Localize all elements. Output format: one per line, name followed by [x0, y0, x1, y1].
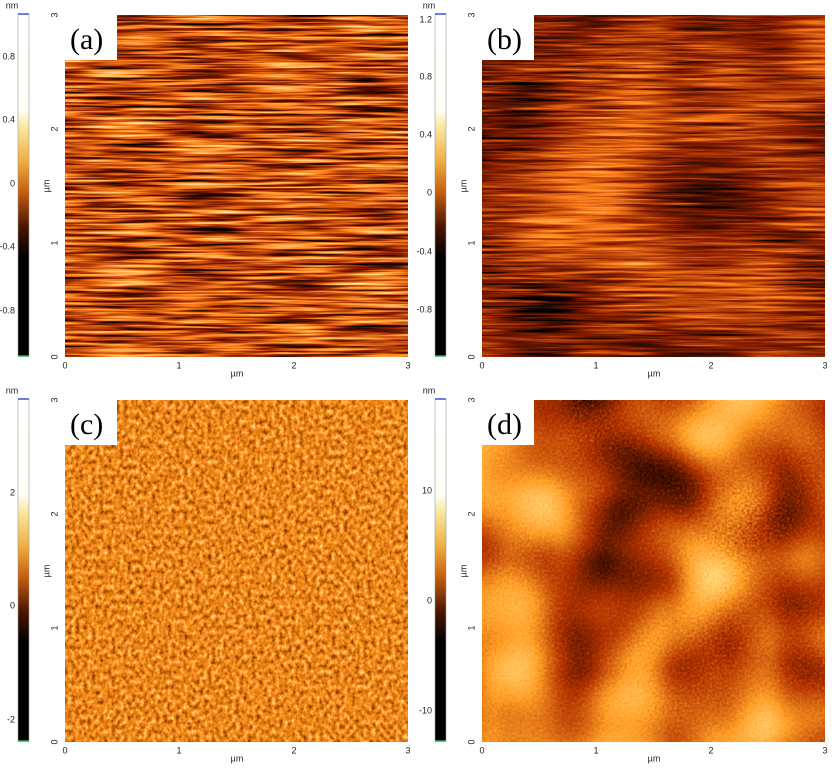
panel-label: (c) — [70, 408, 103, 441]
y-tick-label: 2 — [466, 126, 476, 131]
x-tick-label: 0 — [62, 745, 67, 755]
colorbar-tick-label: 0 — [427, 595, 432, 605]
y-axis-unit: µm — [41, 180, 51, 193]
afm-image — [65, 15, 408, 357]
label-box — [65, 15, 117, 60]
y-tick-label: 3 — [466, 397, 476, 402]
x-tick-label: 3 — [822, 360, 827, 370]
colorbar-tick-label: -10 — [419, 705, 432, 715]
colorbar-tick-label: -0.8 — [416, 304, 432, 314]
colorbar-tick-label: 0.8 — [419, 71, 432, 81]
y-tick-label: 0 — [49, 354, 59, 359]
colorbar-tick-label: -2 — [7, 714, 15, 724]
colorbar-tick-label: 0.4 — [419, 129, 432, 139]
panel-label: (a) — [70, 23, 103, 56]
y-axis-unit: µm — [41, 565, 51, 578]
panel-label: (d) — [487, 408, 522, 441]
y-tick-label: 3 — [49, 397, 59, 402]
colorbar-tick-label: 0 — [10, 178, 15, 188]
colorbar-tick-label: -0.8 — [0, 305, 15, 315]
colorbar-tick-label: 0 — [427, 187, 432, 197]
colorbar-tick-label: -0.4 — [0, 241, 15, 251]
colorbar — [434, 398, 447, 742]
colorbar-tick-label: 2 — [10, 487, 15, 497]
y-axis-unit: µm — [458, 565, 468, 578]
x-tick-label: 0 — [479, 360, 484, 370]
x-tick-label: 2 — [291, 360, 296, 370]
label-box — [482, 400, 534, 445]
label-box — [482, 15, 534, 60]
colorbar — [17, 13, 30, 357]
colorbar-tick-label: -0.4 — [416, 246, 432, 256]
x-tick-label: 0 — [479, 745, 484, 755]
x-tick-label: 1 — [593, 360, 598, 370]
y-tick-label: 2 — [466, 511, 476, 516]
x-tick-label: 2 — [708, 360, 713, 370]
x-tick-label: 3 — [822, 745, 827, 755]
x-axis-unit: µm — [648, 753, 661, 763]
colorbar-unit: nm — [423, 0, 436, 10]
colorbar-tick-label: 1.2 — [419, 14, 432, 24]
x-tick-label: 2 — [708, 745, 713, 755]
y-tick-label: 3 — [466, 12, 476, 17]
y-axis-unit: µm — [458, 180, 468, 193]
colorbar-tick-label: 0.8 — [2, 51, 15, 61]
colorbar-tick-label: 0 — [10, 600, 15, 610]
x-axis-unit: µm — [231, 368, 244, 378]
y-tick-label: 0 — [49, 739, 59, 744]
x-tick-label: 1 — [593, 745, 598, 755]
colorbar-tick-label: 0.4 — [2, 114, 15, 124]
y-tick-label: 0 — [466, 739, 476, 744]
y-tick-label: 1 — [49, 625, 59, 630]
x-tick-label: 2 — [291, 745, 296, 755]
x-tick-label: 1 — [176, 360, 181, 370]
afm-image — [482, 400, 825, 742]
x-tick-label: 1 — [176, 745, 181, 755]
y-tick-label: 1 — [49, 240, 59, 245]
panel: nm 0.8 0.4 0 -0.4 -0.8 (a) 0 1 2 3 µm 0 1 2 3 µm — [0, 0, 411, 378]
panel-label: (b) — [487, 23, 522, 56]
x-axis-unit: µm — [648, 368, 661, 378]
colorbar-unit: nm — [423, 385, 436, 395]
afm-image — [482, 15, 825, 357]
y-tick-label: 2 — [49, 511, 59, 516]
x-tick-label: 0 — [62, 360, 67, 370]
y-tick-label: 1 — [466, 240, 476, 245]
afm-image — [65, 400, 408, 742]
x-tick-label: 3 — [405, 745, 410, 755]
panel: nm 10 0 -10 (d) 0 1 2 3 µm 0 1 2 3 µm — [419, 385, 828, 763]
panel: nm 1.2 0.8 0.4 0 -0.4 -0.8 (b) 0 1 2 3 µm 0 1 2 3 µm — [416, 0, 827, 378]
colorbar-unit: nm — [6, 385, 19, 395]
x-tick-label: 3 — [405, 360, 410, 370]
y-tick-label: 1 — [466, 625, 476, 630]
colorbar — [434, 13, 447, 357]
y-tick-label: 2 — [49, 126, 59, 131]
y-tick-label: 3 — [49, 12, 59, 17]
label-box — [65, 400, 117, 445]
x-axis-unit: µm — [231, 753, 244, 763]
colorbar-unit: nm — [6, 0, 19, 10]
colorbar-tick-label: 10 — [422, 485, 432, 495]
panel: nm 2 0 -2 (c) 0 1 2 3 µm 0 1 2 3 µm — [6, 385, 411, 763]
colorbar — [17, 398, 30, 742]
y-tick-label: 0 — [466, 354, 476, 359]
